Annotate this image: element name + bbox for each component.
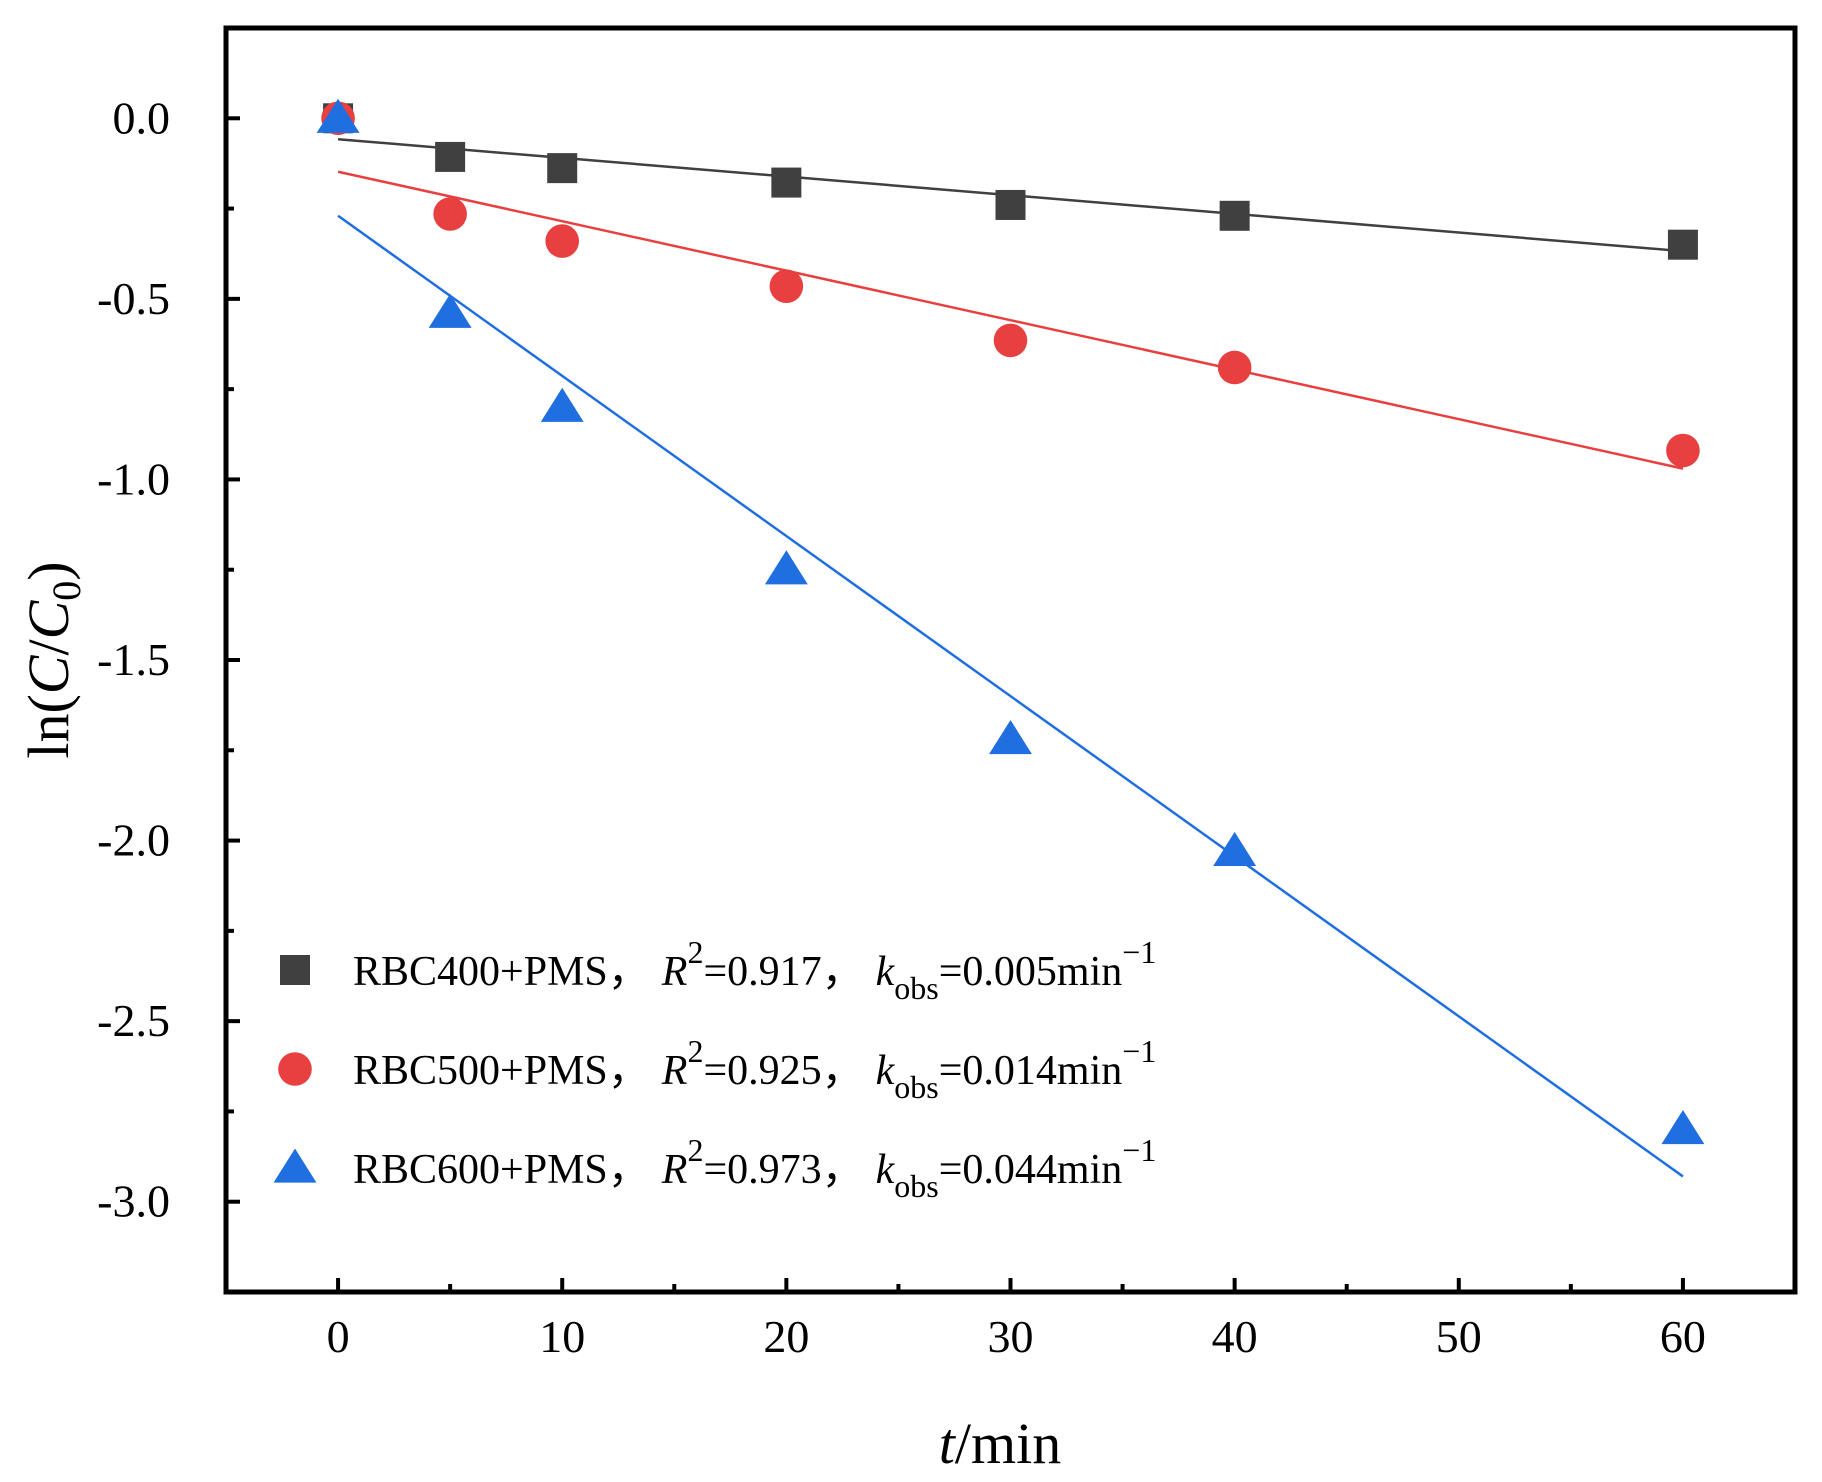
data-point-rbc500-pms <box>1666 433 1700 468</box>
data-points <box>316 98 1705 1145</box>
data-point-rbc600-pms <box>1213 831 1257 867</box>
data-point-rbc600-pms <box>1661 1109 1705 1145</box>
y-tick-label: -3.0 <box>97 1176 170 1227</box>
data-point-rbc400-pms <box>1667 229 1698 260</box>
legend-marker-rbc500 <box>278 1052 312 1086</box>
x-tick-label: 60 <box>1660 1311 1706 1362</box>
data-point-rbc500-pms <box>433 197 467 231</box>
plot-frame <box>223 25 1798 1295</box>
data-point-rbc500-pms <box>1217 350 1252 385</box>
data-point-rbc600-pms <box>316 98 360 133</box>
y-tick-label: -2.5 <box>97 995 170 1046</box>
legend-label-rbc400: RBC400+PMS， R2=0.917， kobs=0.005min−1 <box>353 934 1156 1006</box>
data-point-rbc400-pms <box>1219 200 1250 231</box>
legend-marker-rbc600 <box>273 1148 317 1183</box>
data-point-rbc600-pms <box>764 550 808 585</box>
fit-line-rbc600-pms <box>337 214 1684 1178</box>
data-point-rbc600-pms <box>540 387 584 422</box>
legend-marker-shape <box>278 1052 312 1086</box>
y-tick-label: -1.5 <box>97 634 170 685</box>
x-tick-label: 10 <box>539 1311 585 1362</box>
x-axis-label: t/min <box>939 1411 1061 1476</box>
legend-label-rbc600: RBC600+PMS， R2=0.973， kobs=0.044min−1 <box>353 1132 1156 1204</box>
legend-entry-rbc400: RBC400+PMS， R2=0.917， kobs=0.005min−1 <box>280 934 1156 1006</box>
x-tick-label: 40 <box>1212 1311 1258 1362</box>
legend-marker-shape <box>273 1148 317 1183</box>
data-point-rbc500-pms <box>993 323 1028 358</box>
data-point-rbc500-pms <box>769 269 804 304</box>
data-point-rbc600-pms <box>989 719 1032 755</box>
data-point-rbc400-pms <box>995 189 1026 220</box>
x-tick-label: 50 <box>1436 1311 1482 1362</box>
data-point-rbc600-pms <box>428 293 472 328</box>
y-tick-label: -2.0 <box>97 815 170 866</box>
x-tick-label: 30 <box>988 1311 1034 1362</box>
data-point-rbc400-pms <box>771 167 802 198</box>
legend-marker-rbc400 <box>280 955 310 985</box>
data-point-rbc400-pms <box>435 141 466 172</box>
fit-line-rbc500-pms <box>337 170 1684 470</box>
y-tick-label: 0.0 <box>113 92 171 143</box>
legend-marker-shape <box>280 955 310 985</box>
y-axis-label: ln(C/C0) <box>16 561 89 758</box>
x-tick-label: 0 <box>327 1311 350 1362</box>
y-tick-label: -0.5 <box>97 273 170 324</box>
data-point-rbc500-pms <box>545 224 580 258</box>
data-point-rbc400-pms <box>547 153 578 184</box>
legend-entry-rbc600: RBC600+PMS， R2=0.973， kobs=0.044min−1 <box>273 1132 1156 1204</box>
x-tick-label: 20 <box>763 1311 809 1362</box>
legend-entry-rbc500: RBC500+PMS， R2=0.925， kobs=0.014min−1 <box>278 1033 1156 1105</box>
legend-label-rbc500: RBC500+PMS， R2=0.925， kobs=0.014min−1 <box>353 1033 1156 1105</box>
y-tick-label: -1.0 <box>97 453 170 504</box>
legend: RBC400+PMS， R2=0.917， kobs=0.005min−1 RBC5… <box>273 934 1156 1204</box>
